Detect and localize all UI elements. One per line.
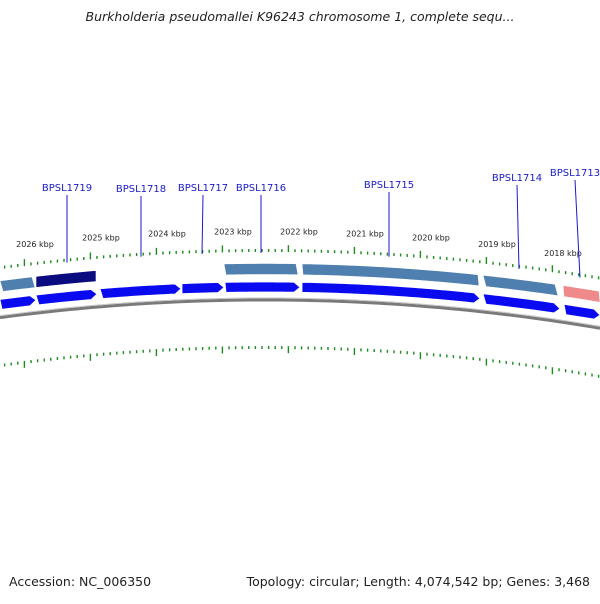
feature-band	[0, 263, 600, 303]
ruler-label: 2020 kbp	[412, 234, 450, 243]
genes-label: Genes:	[506, 574, 551, 589]
ruler-ticks-upper	[3, 245, 600, 280]
gene-label[interactable]: BPSL1715	[364, 180, 414, 191]
gene-arrow[interactable]	[301, 281, 481, 304]
gene-label[interactable]: BPSL1714	[492, 173, 542, 184]
gene-arrow[interactable]	[181, 282, 225, 295]
ruler-label: 2018 kbp	[544, 249, 582, 258]
feature-segment[interactable]	[0, 276, 36, 292]
ruler-label: 2023 kbp	[214, 227, 252, 236]
ruler-label: 2026 kbp	[16, 240, 54, 249]
feature-segment[interactable]	[301, 263, 480, 287]
gene-label[interactable]: BPSL1719	[42, 183, 92, 194]
accession-info: Accession: NC_006350	[9, 574, 151, 589]
map-title: Burkholderia pseudomallei K96243 chromos…	[85, 9, 515, 24]
gene-label[interactable]: BPSL1716	[236, 183, 286, 194]
accession-label: Accession:	[9, 574, 76, 589]
ruler-labels: 2026 kbp 2025 kbp 2024 kbp 2023 kbp 2022 kbp…	[16, 227, 582, 258]
gene-label[interactable]: BPSL1713	[550, 168, 600, 179]
ruler-label: 2019 kbp	[478, 240, 516, 249]
gene-arrow[interactable]	[99, 283, 182, 299]
feature-segment-dark[interactable]	[35, 270, 97, 288]
feature-segment[interactable]	[482, 274, 559, 297]
accession-value: NC_006350	[79, 574, 152, 589]
ruler-label: 2024 kbp	[148, 229, 186, 238]
genes-value: 3,468	[554, 574, 590, 589]
feature-segment[interactable]	[223, 263, 299, 276]
ruler-label: 2025 kbp	[82, 234, 120, 243]
gene-arrow[interactable]	[224, 281, 301, 293]
gene-arrows	[0, 281, 600, 320]
gene-label[interactable]: BPSL1718	[116, 184, 166, 195]
length-value: 4,074,542 bp	[414, 574, 499, 589]
backbone-line	[0, 298, 600, 330]
ruler-label: 2022 kbp	[280, 227, 318, 236]
genome-summary: Topology: circular; Length: 4,074,542 bp…	[246, 574, 590, 589]
topology-label: Topology:	[246, 574, 306, 589]
gene-label-leader	[574, 179, 581, 278]
gene-arrow[interactable]	[563, 303, 600, 320]
backbone-highlight	[0, 297, 600, 327]
ruler-label: 2021 kbp	[346, 229, 384, 238]
topology-value: circular	[309, 574, 356, 589]
gene-label-leader	[516, 184, 520, 269]
gene-arrow[interactable]	[482, 293, 561, 314]
gene-label-leader	[201, 194, 204, 254]
ruler-ticks-lower	[3, 346, 600, 378]
length-label: Length:	[363, 574, 411, 589]
gene-arrow[interactable]	[35, 289, 98, 306]
gene-labels: BPSL1719 BPSL1718 BPSL1717 BPSL1716 BPSL1715…	[42, 168, 600, 278]
gene-label[interactable]: BPSL1717	[178, 183, 228, 194]
sequence-backbone	[0, 297, 600, 330]
gene-arrow[interactable]	[0, 295, 37, 310]
feature-segment-pink[interactable]	[562, 285, 600, 303]
